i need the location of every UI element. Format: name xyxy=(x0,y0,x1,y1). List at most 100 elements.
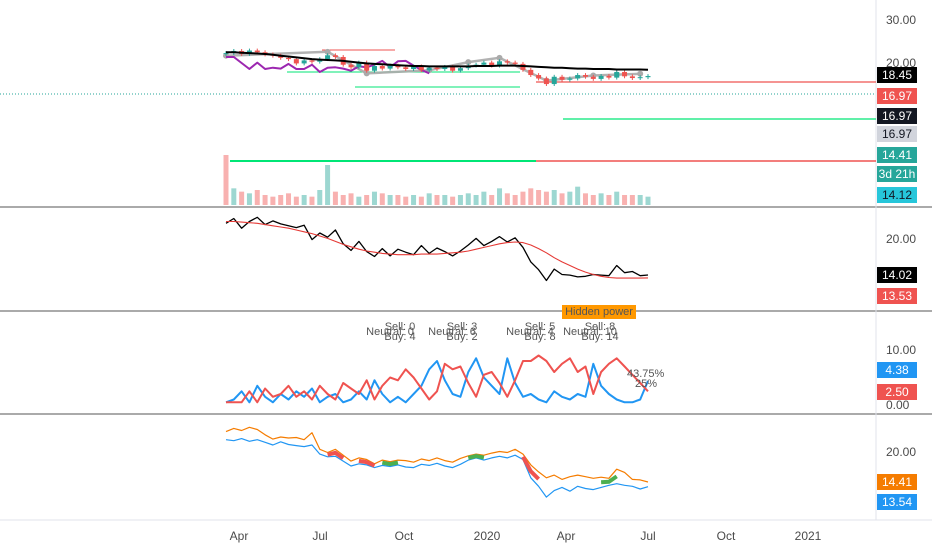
zigzag-pivot xyxy=(363,70,370,77)
volume-bar xyxy=(403,196,409,205)
candle xyxy=(348,62,354,70)
candle xyxy=(622,70,628,79)
zigzag-pivot xyxy=(496,54,503,61)
candle xyxy=(371,64,377,73)
moving-average-line xyxy=(226,51,649,71)
volume-bar xyxy=(332,191,338,205)
candle-body xyxy=(614,72,620,78)
signal-count-label: Neutral: 4 xyxy=(506,326,554,338)
price-badge-label: 16.97 xyxy=(882,109,912,123)
volume-bar xyxy=(246,193,252,205)
candle xyxy=(301,58,307,66)
candle xyxy=(606,73,612,80)
x-axis-label: Oct xyxy=(717,529,736,543)
volume-bar xyxy=(606,195,612,205)
price-badge-label: 16.97 xyxy=(882,127,912,141)
volume-bar xyxy=(473,195,479,205)
price-badge: 16.97 xyxy=(877,126,917,142)
volume-bar xyxy=(387,195,393,205)
volume-bar xyxy=(418,196,424,205)
volume-bar xyxy=(567,191,573,205)
volume-bar xyxy=(293,196,299,205)
indicator-pane-1[interactable] xyxy=(225,216,649,282)
y-tick-label: 10.00 xyxy=(886,343,916,357)
candle-body xyxy=(442,66,448,70)
candle-body xyxy=(543,78,549,85)
candle xyxy=(551,74,557,87)
volume-bar xyxy=(317,190,323,205)
price-badge-label: 4.38 xyxy=(885,363,909,377)
volume-bar xyxy=(520,191,526,205)
indicator-1-series-line xyxy=(226,220,649,279)
candle-body xyxy=(582,75,588,77)
volume-bar xyxy=(371,191,377,205)
indicator-2-series-line xyxy=(226,354,649,404)
volume-bar xyxy=(575,186,581,205)
candle-body xyxy=(254,50,260,53)
candle xyxy=(629,74,635,80)
volume-bar xyxy=(442,195,448,205)
y-tick-label: 20.00 xyxy=(886,445,916,459)
volume-bar xyxy=(543,191,549,205)
candle xyxy=(582,73,588,79)
price-badge: 2.50 xyxy=(877,384,917,400)
time-axis[interactable]: Apr Jul Oct 2020 Apr Jul Oct 2021 xyxy=(230,529,822,543)
signal-count-label: Buy: 8 xyxy=(524,331,555,343)
volume-bar xyxy=(239,191,245,205)
y-tick-label: 20.00 xyxy=(886,56,916,70)
volume-bar xyxy=(270,196,276,205)
signal-count-label: Buy: 4 xyxy=(384,331,415,343)
volume-bar xyxy=(395,195,401,205)
price-badge: 13.53 xyxy=(877,288,917,304)
candle-body xyxy=(356,62,362,68)
price-badge-label: 18.45 xyxy=(882,68,912,82)
candle xyxy=(567,76,573,82)
volume-bar xyxy=(231,188,237,205)
signal-count-label: Buy: 2 xyxy=(446,331,477,343)
zigzag-pivot xyxy=(324,48,331,55)
x-axis-label: 2021 xyxy=(795,529,822,543)
volume-bar xyxy=(301,195,307,205)
volume-bar xyxy=(536,190,542,205)
signal-count-label: Neutral: 6 xyxy=(428,326,476,338)
volume-bar xyxy=(481,191,487,205)
percent-label: 43.75% xyxy=(627,368,665,380)
volume-bar xyxy=(629,195,635,205)
candle-body xyxy=(395,65,401,68)
volume-bar xyxy=(512,195,518,205)
zigzag-pivot xyxy=(637,70,644,77)
price-badge-bg xyxy=(877,187,917,203)
candle-body xyxy=(559,76,565,80)
candle xyxy=(559,74,565,82)
indicator-2-series-line xyxy=(225,357,649,404)
candle-body xyxy=(637,77,643,79)
price-badge-label: 14.41 xyxy=(882,148,912,162)
candle-body xyxy=(309,60,315,62)
price-badge: 14.41 xyxy=(877,474,917,490)
hidden-power-tag-bg xyxy=(562,305,636,319)
candle xyxy=(637,75,643,80)
percent-label: 25% xyxy=(635,378,657,390)
candle-body xyxy=(504,61,510,63)
crossover-highlight xyxy=(381,460,399,467)
candle-body xyxy=(575,75,581,79)
price-pane[interactable] xyxy=(0,48,876,205)
volume-bar xyxy=(598,193,604,205)
candle xyxy=(590,74,596,81)
crossover-highlight xyxy=(600,474,618,485)
volume-bar xyxy=(551,190,557,205)
candle-body xyxy=(645,76,651,78)
indicator-pane-3[interactable] xyxy=(225,426,649,498)
y-tick-label: 20.00 xyxy=(886,232,916,246)
candle xyxy=(575,73,581,81)
y-tick-label: 0.00 xyxy=(886,398,910,412)
candle xyxy=(293,57,299,66)
signal-count-label: Sell: 8 xyxy=(585,321,616,333)
candle-body xyxy=(371,66,377,71)
volume-bar xyxy=(559,193,565,205)
volume-bar xyxy=(637,195,643,205)
candle-body xyxy=(301,60,307,64)
x-axis-label: Oct xyxy=(395,529,414,543)
